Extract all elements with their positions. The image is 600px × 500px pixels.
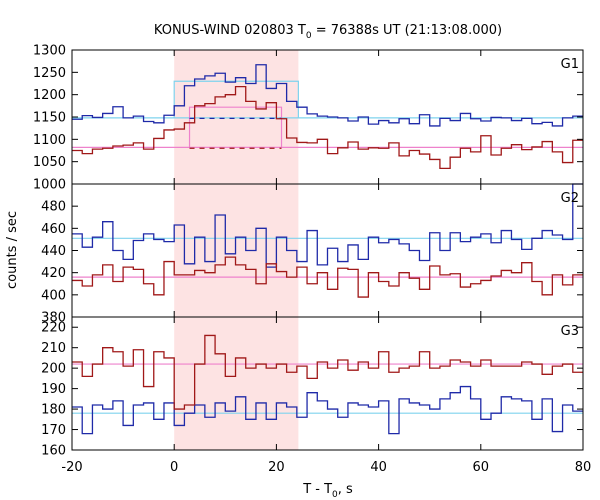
x-tick-label: 40	[370, 460, 387, 475]
panel-g2-series-red	[72, 256, 583, 298]
panel-g3-y-tick-label: 160	[41, 444, 66, 459]
panel-g1-highlight-region	[174, 50, 299, 184]
x-axis-label-subscript: 0	[332, 490, 338, 500]
panel-g2-y-tick-label: 400	[41, 288, 66, 303]
panel-g2-y-tick-label: 420	[41, 266, 66, 281]
panel-g3-y-tick-label: 210	[41, 341, 66, 356]
chart-title: KONUS-WIND 020803 T0 = 76388s UT (21:13:…	[154, 23, 502, 41]
panel-g3-y-tick-label: 180	[41, 403, 66, 418]
panels-group: 1000105011001150120012501300G13804004204…	[33, 44, 591, 476]
panel-g3-series-red	[72, 334, 583, 410]
y-axis-label: counts / sec	[5, 211, 20, 289]
chart-title-subscript: 0	[306, 31, 312, 41]
panel-g2-y-tick-label: 480	[41, 200, 66, 215]
panel-g1-y-tick-label: 1050	[33, 155, 66, 170]
panel-g3-label: G3	[561, 324, 579, 339]
panel-g1-series-blue	[72, 64, 583, 127]
panel-g1-y-tick-label: 1250	[33, 66, 66, 81]
panel-g1-y-tick-label: 1000	[33, 178, 66, 193]
panel-g3-y-tick-label: 170	[41, 423, 66, 438]
panel-g1-interval-box-cyan	[173, 80, 299, 118]
panel-g1-label: G1	[561, 57, 579, 72]
panel-g2-y-tick-label: 460	[41, 222, 66, 237]
x-tick-label: 20	[268, 460, 285, 475]
panel-g3: 160 170 180 190 200 210 220 G3	[41, 316, 584, 459]
panel-g3-highlight-region	[174, 317, 299, 450]
panel-g2: 380 400 420 440 460 480 G2	[41, 183, 584, 326]
panel-g2-series-blue	[72, 183, 583, 268]
panel-g3-y-tick-label: 220	[41, 321, 66, 336]
panel-g3-series-blue	[72, 385, 583, 435]
panel-g1-y-tick-label: 1100	[33, 133, 66, 148]
panel-g2-y-tick-label: 380	[41, 311, 66, 326]
panel-g1: 1000 1050 1100 1150 1200 1250 1300 G1	[33, 44, 584, 193]
x-tick-label: 0	[170, 460, 178, 475]
panel-g2-label: G2	[561, 191, 579, 206]
panel-g1-series-red	[72, 85, 583, 170]
panel-g3-frame	[71, 316, 584, 451]
panel-g1-y-tick-label: 1150	[33, 111, 66, 126]
x-tick-label: -20	[61, 460, 82, 475]
x-tick-label: 80	[575, 460, 592, 475]
panel-g3-y-tick-label: 200	[41, 362, 66, 377]
panel-g1-interval-box-pink	[188, 106, 283, 148]
panel-g2-y-tick-label: 440	[41, 244, 66, 259]
x-axis-label: T - T0, s	[302, 482, 353, 500]
x-tick-label: 60	[473, 460, 490, 475]
panel-g3-y-tick-label: 190	[41, 382, 66, 397]
panel-g2-highlight-region	[174, 184, 299, 317]
panel-g1-y-tick-label: 1200	[33, 88, 66, 103]
panel-g1-y-tick-label: 1300	[33, 44, 66, 59]
